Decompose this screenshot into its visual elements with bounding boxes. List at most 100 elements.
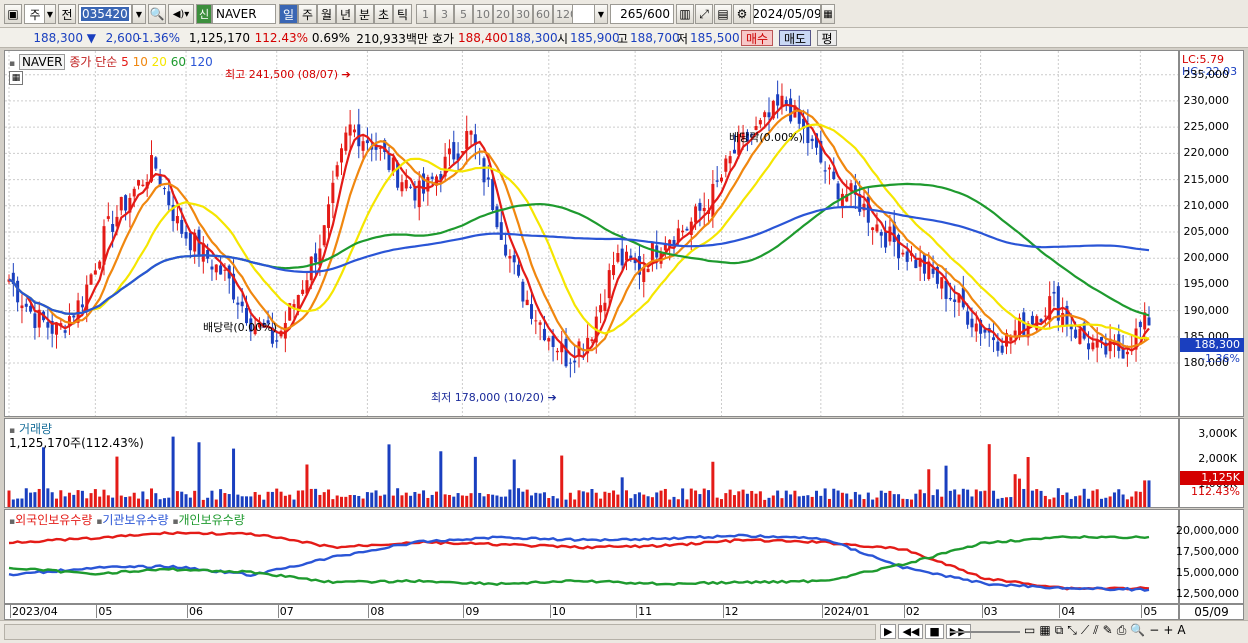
candle-body (223, 269, 227, 271)
measure-icon[interactable]: ⤡ (1067, 623, 1077, 637)
holding-pane[interactable]: ▪외국인보유수량 ▪기관보유수량 ▪개인보유수량 (4, 509, 1179, 604)
print-icon[interactable]: ⎙ (1116, 623, 1127, 637)
interval-dropdown-icon[interactable]: ▼ (594, 4, 608, 24)
prev-button[interactable]: 전 (58, 4, 76, 24)
candle-body (918, 258, 922, 267)
chart-icon[interactable]: ▣ (4, 4, 22, 24)
candle-body (599, 305, 603, 313)
volume-pane[interactable]: ▪ 거래량 1,125,170주(112.43%) (4, 418, 1179, 508)
candle-body (871, 227, 875, 231)
x-label: 03 (981, 605, 998, 618)
volume-bar (296, 490, 300, 507)
period-tab-2[interactable]: 월 (317, 4, 336, 24)
credit-badge: 신 (196, 4, 212, 24)
candle-body (98, 261, 102, 269)
copy-icon[interactable]: ⧉ (1054, 623, 1064, 637)
volume-bar (974, 489, 978, 507)
volume-bar (327, 489, 331, 507)
period-tab-0[interactable]: 일 (279, 4, 298, 24)
dividend-note-1: 배당락(0.00%) (203, 321, 277, 334)
period-tab-3[interactable]: 년 (336, 4, 355, 24)
dropdown-icon[interactable]: ▼ (44, 4, 56, 24)
count-field[interactable]: 265/600 (610, 4, 674, 24)
plus-icon[interactable]: + (1163, 623, 1174, 637)
interval-tab-60[interactable]: 60 (533, 4, 553, 24)
rewind-icon[interactable]: ◀◀ (898, 624, 924, 639)
volume-bar (340, 496, 343, 507)
price-tick: 230,000 (1183, 93, 1230, 107)
volume-bar (728, 489, 732, 507)
volume-bar (763, 499, 767, 507)
period-tab-5[interactable]: 초 (374, 4, 393, 24)
candle-body (283, 323, 287, 339)
volume-bar (279, 491, 283, 507)
candle-body (702, 207, 706, 212)
volume-bar (63, 496, 67, 507)
period-tab-4[interactable]: 분 (355, 4, 374, 24)
stop-icon[interactable]: ■ (925, 624, 944, 639)
volume-bar (292, 499, 296, 507)
code-input[interactable]: 035420 (78, 4, 132, 24)
sound-icon[interactable]: ◀)▾ (168, 4, 194, 24)
volume-bar (1130, 496, 1134, 507)
magnify-icon[interactable]: 🔍 (1130, 623, 1146, 637)
grid-icon[interactable]: ▦ (9, 71, 23, 85)
sell-button[interactable]: 매도 (779, 30, 811, 46)
volume-ratio: 112.43% (254, 31, 308, 45)
fib-icon[interactable]: ⫽ (1093, 623, 1099, 637)
candle-body (1069, 324, 1073, 330)
candle-body (525, 299, 529, 306)
volume-bar (780, 498, 784, 507)
price-pane[interactable]: ▪ NAVER 종가 단순 5 10 20 60 120 ▦ 최고 241,50… (4, 50, 1179, 417)
date-field[interactable]: 2024/05/09 (753, 4, 821, 24)
font-icon[interactable]: A (1177, 623, 1186, 637)
volume-bar (940, 496, 944, 507)
buy-button[interactable]: 매수 (741, 30, 773, 46)
candle-body (1043, 315, 1047, 317)
market-select[interactable]: 주 (24, 4, 46, 24)
interval-tab-20[interactable]: 20 (493, 4, 513, 24)
zoom-slider[interactable] (950, 631, 1020, 633)
search-icon[interactable]: 🔍 (148, 4, 166, 24)
calendar-icon[interactable]: ▦ (821, 4, 835, 24)
scrollbar[interactable] (4, 624, 876, 640)
save-icon[interactable]: ▤ (714, 4, 732, 24)
drawing-icon[interactable]: ⤢ (695, 4, 713, 24)
candle-body (512, 255, 516, 263)
name-field[interactable]: NAVER (212, 4, 276, 24)
interval-tab-1[interactable]: 1 (416, 4, 435, 24)
interval-tab-3[interactable]: 3 (435, 4, 454, 24)
code-dropdown-icon[interactable]: ▼ (132, 4, 146, 24)
interval-tab-5[interactable]: 5 (454, 4, 473, 24)
period-tab-1[interactable]: 주 (298, 4, 317, 24)
eval-button[interactable]: 평 (817, 30, 837, 46)
gear-icon[interactable]: ⚙ (733, 4, 751, 24)
period-tab-6[interactable]: 틱 (393, 4, 412, 24)
candle-body (158, 174, 162, 186)
interval-tab-30[interactable]: 30 (513, 4, 533, 24)
candle-body (1147, 317, 1151, 326)
candle-body (1000, 345, 1004, 353)
interval-tab-10[interactable]: 10 (473, 4, 493, 24)
trend-icon[interactable]: ⟋ (1080, 623, 1090, 637)
change-value: 2,600 (105, 31, 140, 45)
candle-body (257, 323, 261, 328)
candle-body (646, 268, 650, 273)
candle-body (810, 138, 814, 142)
ma-label-20: 20 (147, 55, 167, 69)
candle-body (676, 228, 680, 243)
layout-icon[interactable]: ▭ (1024, 623, 1036, 637)
minus-icon[interactable]: − (1149, 623, 1160, 637)
prev-label: 전 (61, 7, 73, 22)
volume-bar (456, 493, 460, 507)
price-tick: 215,000 (1183, 172, 1230, 186)
volume-bar (992, 490, 996, 507)
candle-body (1074, 329, 1078, 338)
play-icon[interactable]: ▶ (880, 624, 897, 639)
pencil-icon[interactable]: ✎ (1102, 623, 1113, 637)
grid-layout-icon[interactable]: ▦ (1039, 623, 1051, 637)
bar-type-icon[interactable]: ▥ (676, 4, 694, 24)
volume-bar (46, 488, 50, 507)
candle-body (784, 100, 788, 105)
volume-bar (154, 493, 158, 507)
